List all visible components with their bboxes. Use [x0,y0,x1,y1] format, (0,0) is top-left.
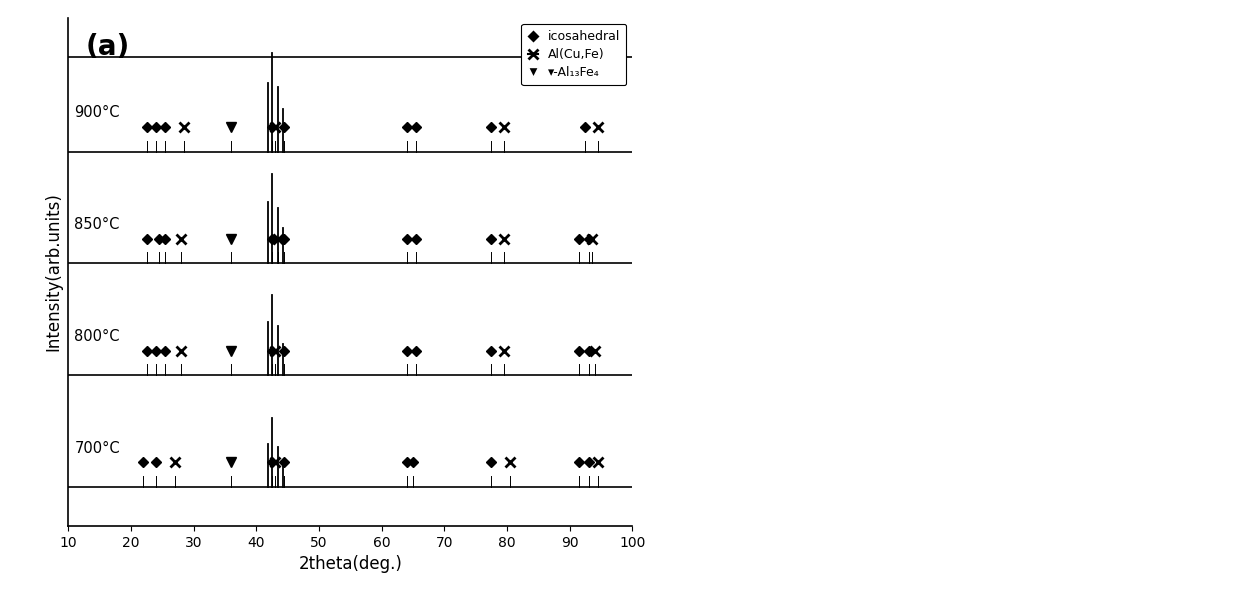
Text: 700°C: 700°C [74,441,120,456]
Text: (b ): (b ) [703,35,753,59]
Text: 900°C: 900°C [74,106,120,121]
Text: 800°C: 800°C [74,329,120,344]
Legend: icosahedral, Al(Cu,Fe), ▾-Al₁₃Fe₄: icosahedral, Al(Cu,Fe), ▾-Al₁₃Fe₄ [521,24,626,86]
Text: 850°C: 850°C [74,217,120,232]
Text: (a): (a) [86,33,129,61]
X-axis label: 2theta(deg.): 2theta(deg.) [299,556,402,573]
Y-axis label: Intensity(arb.units): Intensity(arb.units) [45,193,63,351]
